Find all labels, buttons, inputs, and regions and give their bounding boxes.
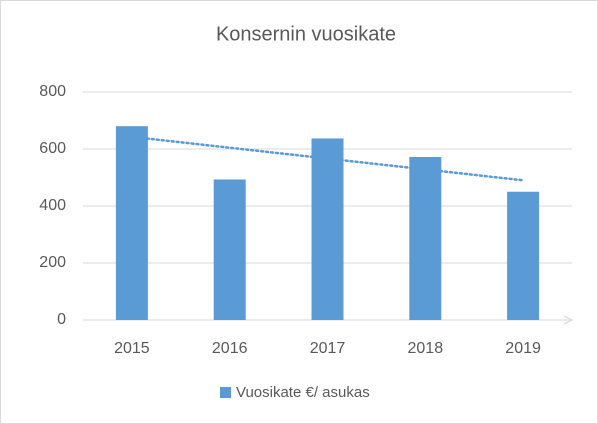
bar	[115, 126, 148, 320]
bar	[311, 138, 344, 320]
x-axis-arrow	[563, 315, 574, 325]
bar	[213, 179, 246, 320]
x-tick-label: 2019	[505, 340, 541, 357]
legend-swatch	[220, 387, 231, 398]
legend-label: Vuosikate €/ asukas	[236, 384, 370, 401]
x-tick-label: 2015	[114, 340, 150, 357]
bar	[507, 191, 540, 320]
bar	[409, 156, 442, 320]
x-tick-label: 2018	[408, 340, 444, 357]
y-tick-label: 600	[39, 140, 66, 157]
y-tick-label: 400	[39, 197, 66, 214]
x-tick-label: 2017	[310, 340, 346, 357]
trendline	[130, 135, 525, 182]
x-tick-label: 2016	[212, 340, 248, 357]
y-tick-label: 800	[39, 83, 66, 100]
chart-title: Konsernin vuosikate	[216, 23, 396, 45]
y-tick-label: 0	[57, 311, 66, 328]
y-tick-label: 200	[39, 254, 66, 271]
